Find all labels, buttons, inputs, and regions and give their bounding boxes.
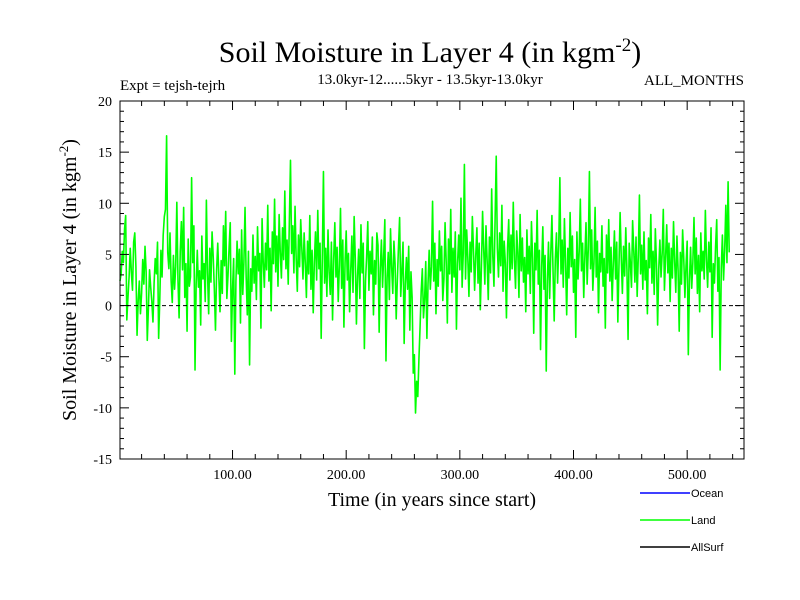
legend-label-land: Land bbox=[691, 515, 715, 527]
x-tick-label: 100.00 bbox=[213, 468, 252, 483]
plot-frame bbox=[119, 100, 745, 460]
y-tick-label: 0 bbox=[105, 300, 112, 315]
x-tick-label: 300.00 bbox=[441, 468, 480, 483]
y-axis-label: Soil Moisture in Layer 4 (in kgm-2) bbox=[56, 139, 81, 421]
chart-title: Soil Moisture in Layer 4 (in kgm-2) bbox=[219, 35, 641, 69]
y-axis: -15 -10 -5 0 5 10 15 20 bbox=[93, 95, 744, 468]
subtitle-months: ALL_MONTHS bbox=[644, 73, 744, 89]
legend-label-ocean: Ocean bbox=[691, 488, 723, 500]
y-tick-label: 5 bbox=[105, 248, 112, 263]
subtitle-period: 13.0kyr-12......5kyr - 13.5kyr-13.0kyr bbox=[317, 72, 543, 88]
y-tick-label: -5 bbox=[100, 351, 112, 366]
y-tick-label: -10 bbox=[93, 402, 112, 417]
y-tick-label: 15 bbox=[98, 146, 112, 161]
x-axis-label: Time (in years since start) bbox=[328, 489, 536, 511]
subtitle-expt: Expt = tejsh-tejrh bbox=[120, 78, 226, 94]
series-line-land bbox=[119, 134, 731, 414]
series-layer bbox=[119, 134, 731, 414]
x-tick-label: 500.00 bbox=[668, 468, 707, 483]
y-tick-label: 20 bbox=[98, 95, 112, 110]
y-tick-label: 10 bbox=[98, 197, 112, 212]
x-tick-label: 400.00 bbox=[554, 468, 593, 483]
x-axis: 100.00 200.00 300.00 400.00 500.00 bbox=[141, 101, 734, 483]
plot-area: 100.00 200.00 300.00 400.00 500.00 -15 -10 -5 0… bbox=[93, 95, 745, 483]
x-tick-label: 200.00 bbox=[327, 468, 366, 483]
y-tick-label: -15 bbox=[93, 453, 112, 468]
legend-label-allsurf: AllSurf bbox=[691, 542, 724, 554]
legend: Ocean Land AllSurf bbox=[640, 488, 724, 554]
